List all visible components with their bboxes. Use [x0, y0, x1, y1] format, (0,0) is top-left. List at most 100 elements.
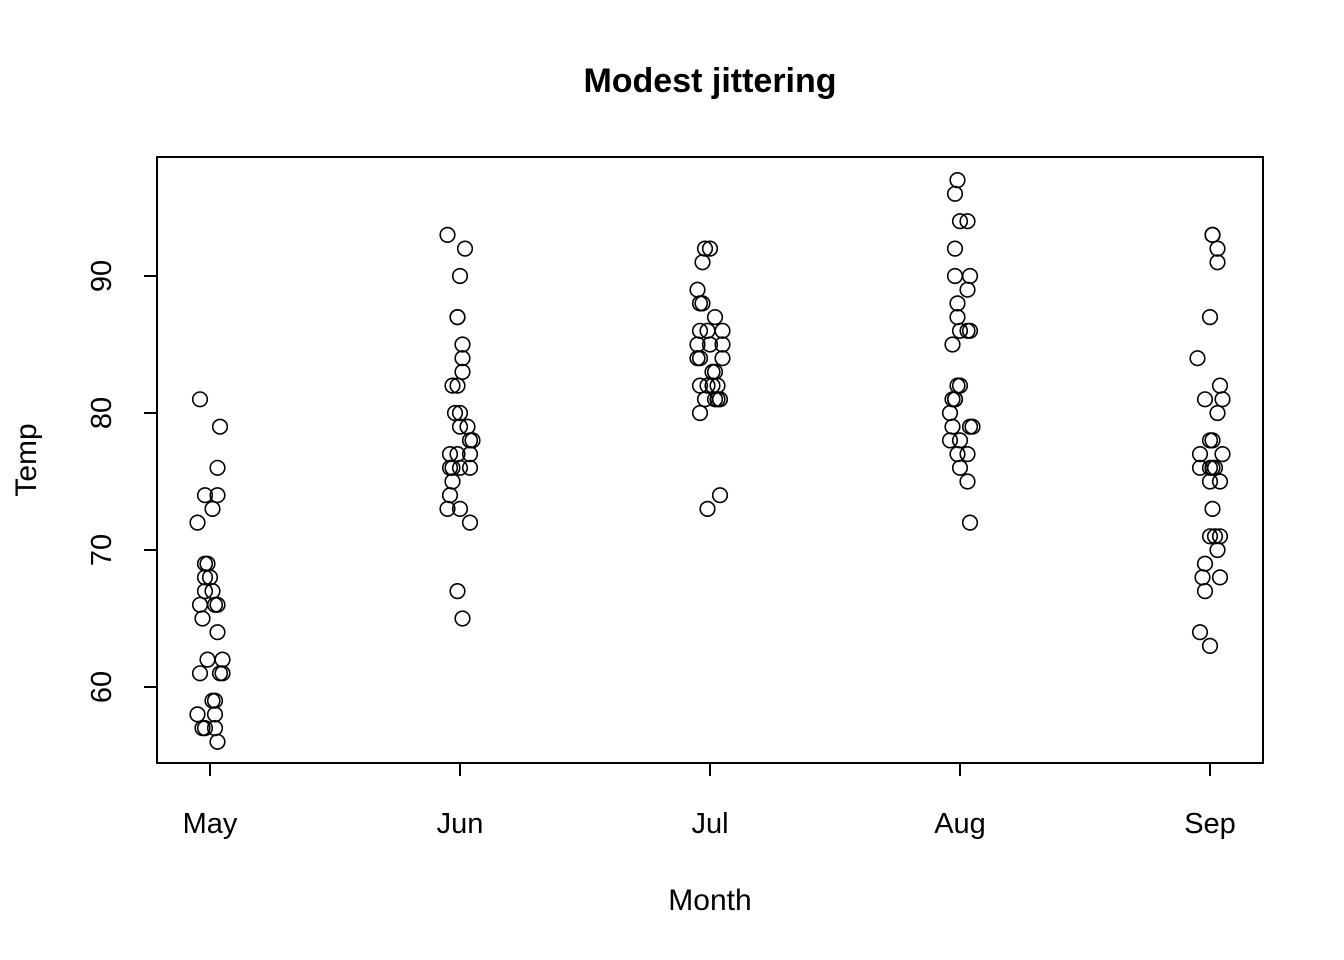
data-point [204, 500, 221, 518]
data-point [1191, 446, 1209, 463]
data-point [194, 610, 211, 627]
chart-title: Modest jittering [583, 62, 836, 100]
data-point [454, 336, 471, 353]
data-point [449, 582, 466, 600]
x-axis: May Jun Jul Aug Sep [183, 762, 1236, 840]
data-point [446, 404, 464, 422]
data-point [1194, 569, 1211, 586]
data-point [689, 281, 706, 298]
data-point [214, 665, 231, 682]
data-point [711, 487, 729, 504]
data-point [444, 459, 461, 476]
data-point [1204, 500, 1221, 518]
data-point [206, 692, 224, 709]
data-point [461, 514, 479, 531]
data-point [1211, 377, 1229, 394]
data-point [1189, 350, 1206, 367]
data-point [454, 350, 471, 367]
data-point [196, 582, 214, 600]
data-point [1201, 309, 1219, 326]
data-point [951, 377, 969, 394]
data-point [209, 459, 226, 476]
data-point [444, 377, 461, 394]
data-point [451, 418, 469, 435]
data-point [711, 391, 729, 408]
data-point [1209, 404, 1226, 422]
data-point [209, 733, 226, 750]
data-point [1196, 391, 1214, 408]
y-tick-label: 80 [86, 397, 118, 429]
data-point [1204, 226, 1221, 243]
data-point [1201, 528, 1219, 545]
data-point [951, 213, 969, 230]
data-point [191, 391, 209, 408]
data-point [209, 624, 226, 641]
data-point [1209, 541, 1226, 559]
data-point [196, 719, 214, 737]
x-tick-label: Sep [1184, 808, 1236, 840]
data-point [951, 322, 969, 339]
data-point [959, 446, 976, 463]
data-point [1204, 432, 1221, 449]
data-point [694, 254, 711, 271]
data-point [1201, 473, 1219, 490]
data-point [691, 404, 709, 422]
data-point [456, 240, 474, 257]
data-point [961, 267, 979, 285]
data-point [964, 418, 981, 435]
data-point [949, 295, 966, 312]
data-point [1209, 240, 1226, 257]
x-tick-label: Aug [934, 808, 986, 840]
y-tick-label: 90 [86, 260, 118, 292]
data-point [454, 610, 471, 627]
y-axis-label: Temp [10, 423, 43, 496]
data-point [701, 240, 719, 257]
data-point [214, 651, 231, 668]
data-point [199, 651, 216, 668]
data-point [461, 446, 479, 463]
data-point [946, 240, 964, 257]
data-point [706, 309, 724, 326]
data-point [189, 706, 206, 723]
data-point [211, 418, 229, 435]
points-layer [189, 172, 1231, 750]
data-point [1209, 254, 1226, 271]
data-point [946, 391, 964, 408]
data-point [694, 295, 711, 312]
data-point [714, 350, 731, 367]
x-axis-label: Month [668, 884, 751, 917]
data-point [701, 336, 719, 353]
data-point [959, 281, 976, 298]
data-point [714, 322, 731, 339]
data-point [961, 514, 979, 531]
data-point [949, 309, 966, 326]
data-point [946, 267, 964, 285]
data-point [951, 459, 969, 476]
data-point [714, 336, 731, 353]
data-point [196, 569, 214, 586]
data-point [451, 404, 469, 422]
data-point [191, 665, 209, 682]
data-point [451, 267, 469, 285]
data-point [691, 377, 709, 394]
data-point [196, 487, 214, 504]
data-point [191, 596, 209, 613]
data-point [1196, 582, 1214, 600]
plot-frame [156, 156, 1264, 764]
data-point [461, 459, 479, 476]
data-point [451, 500, 469, 518]
data-point [451, 459, 469, 476]
data-point [946, 185, 964, 202]
data-point [206, 706, 224, 723]
data-point [959, 213, 976, 230]
data-point [454, 363, 471, 381]
data-point [439, 226, 456, 243]
data-point [1206, 459, 1224, 476]
x-tick-label: Jun [437, 808, 484, 840]
data-point [444, 473, 461, 490]
data-point [699, 500, 716, 518]
data-point [951, 432, 969, 449]
y-tick-label: 70 [86, 534, 118, 566]
data-point [1201, 637, 1219, 655]
